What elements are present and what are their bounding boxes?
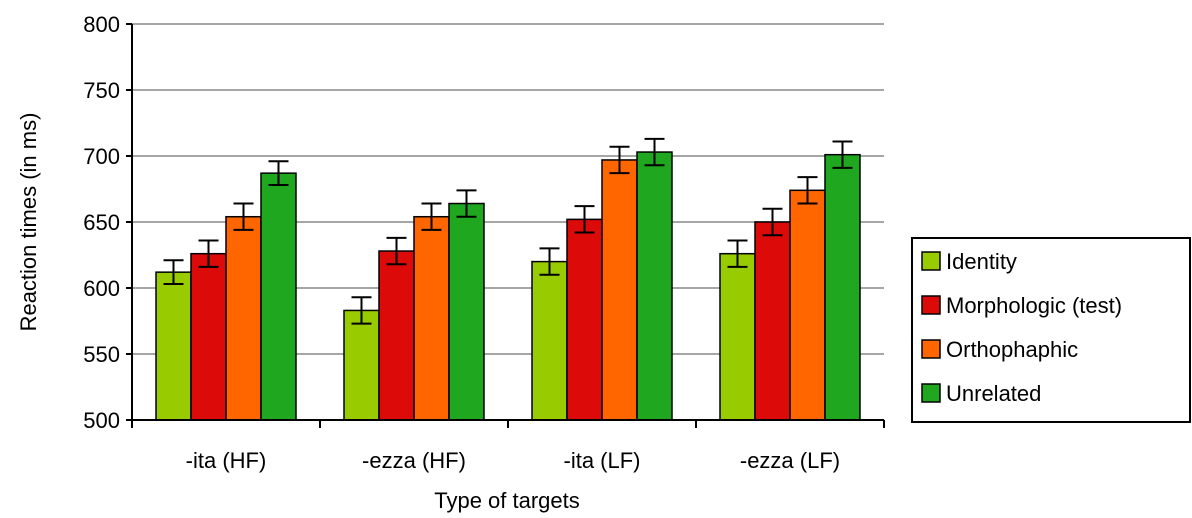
bar — [155, 271, 192, 421]
legend-label: Orthophaphic — [946, 337, 1078, 362]
y-tick-label: 700 — [83, 144, 120, 169]
bar — [754, 221, 791, 421]
bar — [413, 215, 450, 421]
y-tick-label: 650 — [83, 210, 120, 235]
legend-label: Unrelated — [946, 381, 1041, 406]
bar — [719, 252, 756, 421]
y-tick-label: 750 — [83, 78, 120, 103]
legend-swatch — [921, 295, 941, 315]
axes: 500 550 600 650 700 750 800 -ita (HF) -ezza (HF)… — [83, 12, 885, 473]
bar — [636, 151, 673, 421]
bar — [824, 153, 861, 421]
legend-label: Identity — [946, 249, 1017, 274]
x-category-label: -ezza (LF) — [740, 448, 840, 473]
bar — [601, 159, 638, 421]
y-tick-label: 550 — [83, 342, 120, 367]
y-axis-title: Reaction times (in ms) — [16, 113, 41, 332]
legend-frame — [911, 237, 1191, 423]
y-tick-label: 500 — [83, 408, 120, 433]
legend-swatch — [921, 339, 941, 359]
bar — [566, 218, 603, 421]
x-category-label: -ita (LF) — [564, 448, 641, 473]
legend-swatch — [921, 251, 941, 271]
x-category-label: -ezza (HF) — [362, 448, 466, 473]
bar — [448, 202, 485, 421]
bar — [343, 309, 380, 421]
y-tick-label: 800 — [83, 12, 120, 37]
bar — [260, 172, 297, 421]
bar-marks — [155, 137, 861, 421]
y-tick-label: 600 — [83, 276, 120, 301]
bar — [190, 252, 227, 421]
bar — [225, 215, 262, 421]
bar — [378, 250, 415, 421]
legend: Identity Morphologic (test) Orthophaphic Un… — [911, 237, 1191, 423]
bar — [789, 189, 826, 421]
bar — [531, 260, 568, 421]
legend-swatch — [921, 383, 941, 403]
x-axis-title: Type of targets — [434, 488, 580, 513]
x-category-label: -ita (HF) — [186, 448, 267, 473]
legend-label: Morphologic (test) — [946, 293, 1122, 318]
